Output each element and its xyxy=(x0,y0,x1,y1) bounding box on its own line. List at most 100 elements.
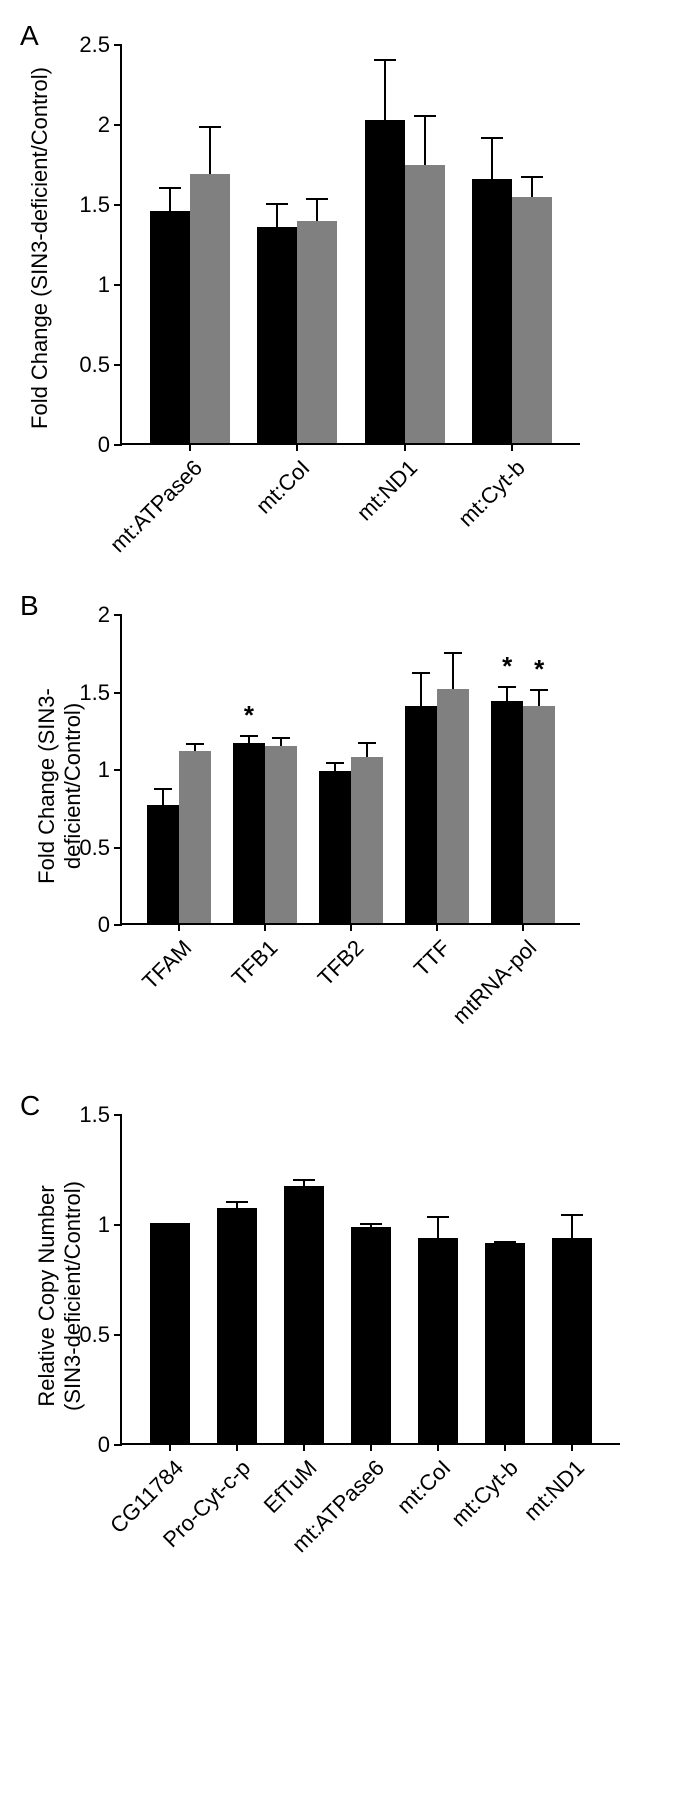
chart-panel: CRelative Copy Number (SIN3-deficient/Co… xyxy=(20,1115,665,1445)
x-tick xyxy=(522,923,524,931)
bar-pair xyxy=(147,751,211,923)
y-tick xyxy=(114,924,122,926)
y-tick xyxy=(114,1334,122,1336)
bar xyxy=(190,174,230,443)
bar-group: mt:ND1 xyxy=(365,120,445,443)
bar xyxy=(512,197,552,443)
bar-pair: ** xyxy=(491,701,555,923)
y-tick xyxy=(114,1224,122,1226)
x-tick xyxy=(350,923,352,931)
y-tick-label: 0 xyxy=(98,912,110,938)
bar-pair xyxy=(150,1223,190,1443)
bar xyxy=(472,179,512,443)
error-bar xyxy=(276,203,278,227)
bar-pair xyxy=(552,1238,592,1443)
bar-pair: * xyxy=(233,743,297,923)
error-cap xyxy=(498,686,516,688)
chart-wrap: Fold Change (SIN3-deficient/Control)00.5… xyxy=(120,45,665,445)
chart-wrap: Relative Copy Number (SIN3-deficient/Con… xyxy=(120,1115,665,1445)
error-bar xyxy=(370,1223,372,1227)
bar xyxy=(147,805,179,923)
x-axis-label: EfTuM xyxy=(259,1455,323,1519)
error-cap xyxy=(326,762,344,764)
bar-pair xyxy=(405,689,469,923)
y-tick xyxy=(114,847,122,849)
bar xyxy=(365,120,405,443)
bar-pair xyxy=(472,179,552,443)
bar-group: mt:Cyt-b xyxy=(472,179,552,443)
bar-pair xyxy=(257,221,337,443)
bar xyxy=(351,1227,391,1443)
error-cap xyxy=(154,788,172,790)
bar xyxy=(265,746,297,923)
y-tick-label: 0.5 xyxy=(79,835,110,861)
error-cap xyxy=(374,59,396,61)
x-tick xyxy=(436,923,438,931)
y-tick-label: 1 xyxy=(98,272,110,298)
y-tick-label: 0 xyxy=(98,1432,110,1458)
error-cap xyxy=(358,742,376,744)
bar-group: *TFB1 xyxy=(233,743,297,923)
bar xyxy=(150,211,190,443)
y-tick xyxy=(114,444,122,446)
bar-group: mt:ATPase6 xyxy=(351,1227,391,1443)
bars-area: mt:ATPase6mt:CoImt:ND1mt:Cyt-b xyxy=(122,45,580,443)
error-cap xyxy=(159,187,181,189)
error-cap xyxy=(481,137,503,139)
bar xyxy=(552,1238,592,1443)
bar-group: TFB2 xyxy=(319,757,383,923)
chart-wrap: Fold Change (SIN3- deficient/Control)00.… xyxy=(120,615,665,925)
error-bar xyxy=(504,1241,506,1243)
x-axis-label: TTF xyxy=(409,935,456,982)
error-bar xyxy=(169,187,171,211)
error-bar xyxy=(248,735,250,743)
error-bar xyxy=(452,652,454,689)
y-tick-label: 2.5 xyxy=(79,32,110,58)
y-tick xyxy=(114,284,122,286)
x-axis-label: mt:ND1 xyxy=(352,455,423,526)
error-bar xyxy=(194,743,196,751)
error-cap xyxy=(240,735,258,737)
x-tick xyxy=(571,1443,573,1451)
bar xyxy=(405,706,437,923)
error-cap xyxy=(412,672,430,674)
error-cap xyxy=(530,689,548,691)
x-axis-label: mt:CoI xyxy=(392,1455,456,1519)
error-bar xyxy=(506,686,508,702)
plot-area: 00.511.5CG11784Pro-Cyt-c-pEfTuMmt:ATPase… xyxy=(120,1115,620,1445)
bar-group: mt:ND1 xyxy=(552,1238,592,1443)
bar-group: **mtRNA-pol xyxy=(491,701,555,923)
bar-pair xyxy=(284,1186,324,1443)
x-tick xyxy=(303,1443,305,1451)
error-bar xyxy=(538,689,540,706)
error-cap xyxy=(306,198,328,200)
bar-group: mt:CoI xyxy=(257,221,337,443)
error-bar xyxy=(366,742,368,758)
x-axis-label: TFAM xyxy=(137,935,197,995)
bar xyxy=(284,1186,324,1443)
plot-area: 00.511.52TFAM*TFB1TFB2TTF**mtRNA-pol xyxy=(120,615,580,925)
y-tick-label: 0.5 xyxy=(79,352,110,378)
y-tick xyxy=(114,204,122,206)
error-bar xyxy=(531,176,533,197)
bar xyxy=(418,1238,458,1443)
bar-pair xyxy=(319,757,383,923)
significance-marker: * xyxy=(534,654,544,685)
error-bar xyxy=(303,1179,305,1186)
x-axis-label: mt:Cyt-b xyxy=(446,1455,523,1532)
error-bar xyxy=(162,788,164,805)
bar xyxy=(150,1223,190,1443)
y-tick-label: 0 xyxy=(98,432,110,458)
error-bar xyxy=(209,126,211,174)
y-tick-label: 1 xyxy=(98,757,110,783)
x-tick xyxy=(370,1443,372,1451)
y-tick xyxy=(114,1114,122,1116)
y-tick-label: 0.5 xyxy=(79,1322,110,1348)
y-tick xyxy=(114,364,122,366)
y-tick xyxy=(114,1444,122,1446)
x-tick xyxy=(296,443,298,451)
x-tick xyxy=(178,923,180,931)
bar-group: EfTuM xyxy=(284,1186,324,1443)
error-cap xyxy=(427,1216,449,1218)
error-bar xyxy=(437,1216,439,1238)
